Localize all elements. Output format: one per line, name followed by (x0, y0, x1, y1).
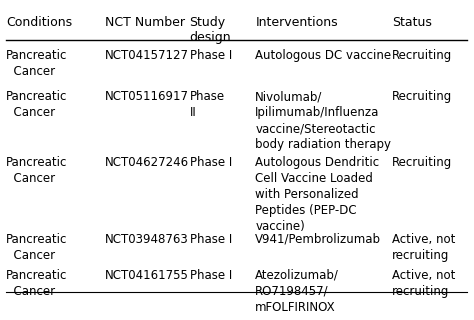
Text: Phase I: Phase I (190, 233, 232, 246)
Text: Autologous DC vaccine: Autologous DC vaccine (255, 49, 392, 62)
Text: NCT04627246: NCT04627246 (105, 156, 189, 169)
Text: NCT05116917: NCT05116917 (105, 91, 189, 103)
Text: Phase I: Phase I (190, 268, 232, 282)
Text: Phase I: Phase I (190, 49, 232, 62)
Text: Active, not
recruiting: Active, not recruiting (392, 233, 455, 262)
Text: Study
design: Study design (190, 16, 231, 44)
Text: NCT04161755: NCT04161755 (105, 268, 189, 282)
Text: Phase I: Phase I (190, 156, 232, 169)
Text: Conditions: Conditions (6, 16, 72, 29)
Text: Pancreatic
  Cancer: Pancreatic Cancer (6, 233, 67, 262)
Text: Active, not
recruiting: Active, not recruiting (392, 268, 455, 298)
Text: Phase
II: Phase II (190, 91, 225, 119)
Text: Nivolumab/
Ipilimumab/Influenza
vaccine/Stereotactic
body radiation therapy: Nivolumab/ Ipilimumab/Influenza vaccine/… (255, 91, 392, 151)
Text: Autologous Dendritic
Cell Vaccine Loaded
with Personalized
Peptides (PEP-DC
vacc: Autologous Dendritic Cell Vaccine Loaded… (255, 156, 380, 233)
Text: Recruiting: Recruiting (392, 49, 452, 62)
Text: Recruiting: Recruiting (392, 156, 452, 169)
Text: Status: Status (392, 16, 432, 29)
Text: NCT04157127: NCT04157127 (105, 49, 189, 62)
Text: Interventions: Interventions (255, 16, 338, 29)
Text: Pancreatic
  Cancer: Pancreatic Cancer (6, 91, 67, 119)
Text: NCT Number: NCT Number (105, 16, 185, 29)
Text: Recruiting: Recruiting (392, 91, 452, 103)
Text: Pancreatic
  Cancer: Pancreatic Cancer (6, 156, 67, 185)
Text: Pancreatic
  Cancer: Pancreatic Cancer (6, 49, 67, 78)
Text: NCT03948763: NCT03948763 (105, 233, 189, 246)
Text: Pancreatic
  Cancer: Pancreatic Cancer (6, 268, 67, 298)
Text: V941/Pembrolizumab: V941/Pembrolizumab (255, 233, 382, 246)
Text: Atezolizumab/
RO7198457/
mFOLFIRINOX: Atezolizumab/ RO7198457/ mFOLFIRINOX (255, 268, 339, 314)
